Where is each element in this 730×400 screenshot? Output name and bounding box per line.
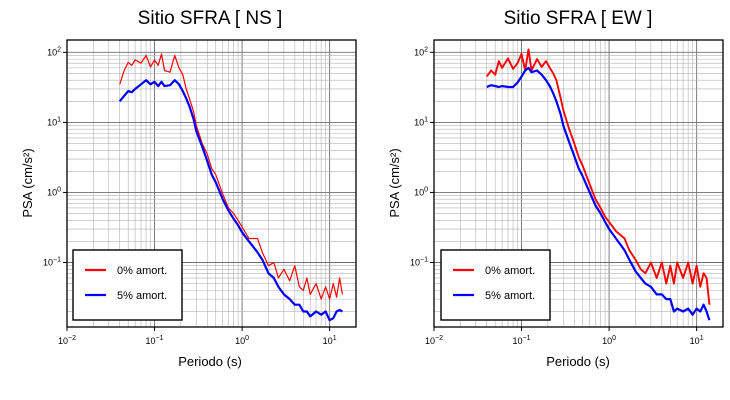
panel-2-xtick-label: 101 [690,335,704,346]
panel-1-frame [66,39,357,328]
panel-1-series-line-2 [118,79,343,322]
panel-2-y-axis-label: PSA (cm/s²) [387,148,402,217]
panel-1: 10−2 10−1 100 101 10−1 100 101 102 Sitio SFRA [ … [20,8,357,369]
panel-2-legend-label-2: 5% amort. [485,290,535,302]
panel-2-legend-label-1: 0% amort. [485,265,535,277]
panel-1-legend: 0% amort. 5% amort. [72,249,183,321]
panel-2-x-axis-label: Periodo (s) [546,354,610,369]
panel-2-ytick-label: 102 [414,46,428,57]
panel-2-series-line-2 [486,66,711,321]
panel-2-xtick-label: 100 [602,335,616,346]
panel-1-xtick-label: 100 [235,335,249,346]
panel-1-series [118,53,343,322]
panel-1-y-axis-label: PSA (cm/s²) [20,148,35,217]
panel-2-legend: 0% amort. 5% amort. [440,249,551,321]
panel-1-ytick-label: 100 [47,186,61,197]
panel-1-legend-label-1: 0% amort. [117,265,167,277]
panel-1-legend-label-2: 5% amort. [117,290,167,302]
panel-2-xtick-label: 10−2 [425,335,443,346]
panel-1-ytick-label: 102 [47,46,61,57]
panel-2-ytick-label: 101 [414,116,428,127]
panel-2-grid [434,40,723,327]
panel-2: 10−2 10−1 100 101 10−1 100 101 102 Sitio SFRA [ … [387,8,724,369]
panel-1-xtick-label: 101 [323,335,337,346]
panel-2-frame [433,39,724,328]
panel-1-legend-box [72,249,183,321]
panel-1-title: Sitio SFRA [ NS ] [138,8,283,29]
panel-2-xtick-label: 10−1 [513,335,531,346]
panel-1-ytick-label: 10−1 [43,256,61,267]
panel-1-xtick-label: 10−1 [146,335,164,346]
panel-1-series-line-1 [119,53,343,300]
panel-2-ytick-label: 100 [414,186,428,197]
panel-2-ytick-label: 10−1 [410,256,428,267]
panel-2-series-line-1 [485,48,711,305]
panel-2-series [485,48,711,321]
panel-1-ytick-label: 101 [47,116,61,127]
panel-1-xtick-label: 10−2 [58,335,76,346]
panel-1-x-axis-label: Periodo (s) [178,354,242,369]
panel-2-title: Sitio SFRA [ EW ] [504,8,653,29]
panel-2-legend-box [440,249,551,321]
